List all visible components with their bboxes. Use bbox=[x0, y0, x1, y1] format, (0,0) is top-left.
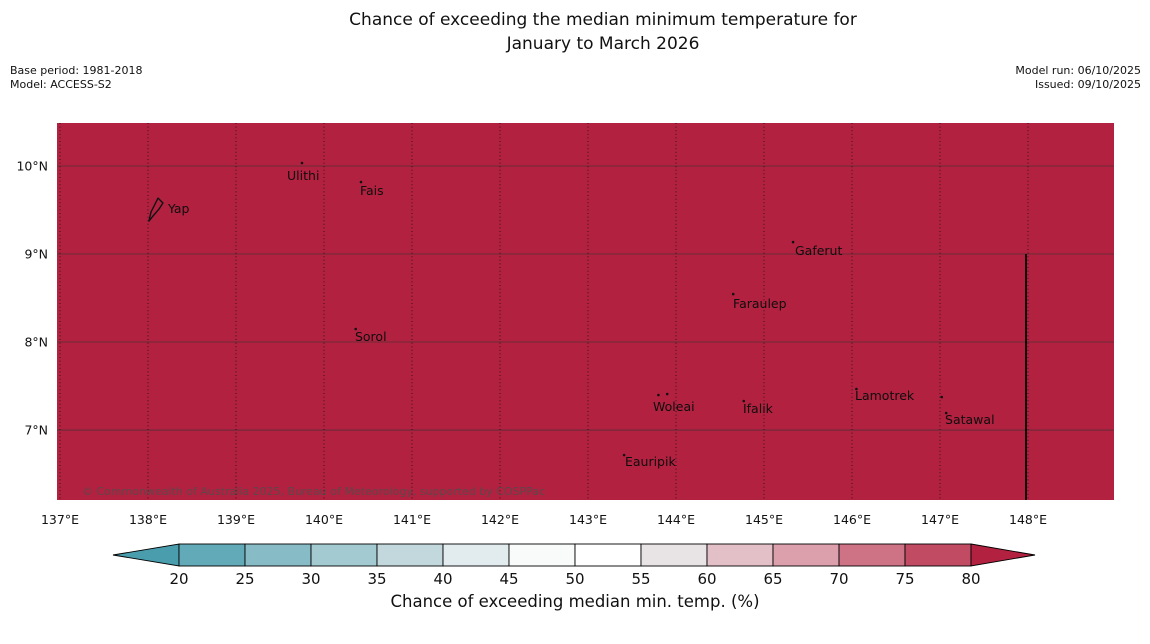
colorbar-tick-label: 80 bbox=[961, 570, 980, 588]
issued-text: Issued: 09/10/2025 bbox=[1034, 77, 1141, 91]
colorbar-under-arrow bbox=[112, 543, 180, 567]
x-axis-tick-label: 140°E bbox=[305, 512, 343, 527]
place-label: Ulithi bbox=[287, 168, 319, 183]
colorbar-tick-label: 60 bbox=[697, 570, 716, 588]
y-axis-tick-label: 8°N bbox=[24, 335, 48, 350]
island-dot bbox=[731, 292, 735, 296]
run-info-left: Base period: 1981-2018 Model: ACCESS-S2 bbox=[10, 64, 142, 91]
x-axis-tick-label: 138°E bbox=[129, 512, 167, 527]
x-axis-tick-label: 141°E bbox=[393, 512, 431, 527]
island-dot bbox=[354, 327, 357, 331]
title-line-1: Chance of exceeding the median minimum t… bbox=[349, 10, 857, 30]
colorbar-tick-label: 55 bbox=[631, 570, 650, 588]
place-label: Faraulep bbox=[733, 296, 787, 311]
x-axis-tick-label: 145°E bbox=[745, 512, 783, 527]
place-label: Fais bbox=[360, 183, 384, 198]
x-axis-tick-label: 139°E bbox=[217, 512, 255, 527]
place-label: Gaferut bbox=[795, 243, 842, 258]
page-title: Chance of exceeding the median minimum t… bbox=[56, 8, 1150, 56]
island-dot bbox=[657, 393, 660, 397]
colorbar-over-arrow bbox=[970, 543, 1036, 567]
y-axis-tick-label: 7°N bbox=[24, 423, 48, 438]
island-dot bbox=[940, 395, 944, 399]
x-axis-tick-label: 146°E bbox=[833, 512, 871, 527]
island-dot bbox=[944, 411, 948, 415]
x-axis-tick-label: 143°E bbox=[569, 512, 607, 527]
colorbar-tick-label: 25 bbox=[235, 570, 254, 588]
y-axis-tick-label: 10°N bbox=[16, 159, 48, 174]
colorbar-tick-label: 65 bbox=[763, 570, 782, 588]
colorbar-segment bbox=[772, 543, 840, 567]
colorbar-tick-label: 40 bbox=[433, 570, 452, 588]
x-axis-tick-label: 144°E bbox=[657, 512, 695, 527]
colorbar-segment bbox=[310, 543, 378, 567]
place-label: Eauripik bbox=[625, 454, 676, 469]
run-info-right: Model run: 06/10/2025 Issued: 09/10/2025 bbox=[1015, 64, 1141, 91]
copyright-text: © Commonwealth of Australia 2025, Bureau… bbox=[82, 485, 545, 498]
colorbar-tick-label: 45 bbox=[499, 570, 518, 588]
island-dot bbox=[622, 453, 626, 457]
colorbar-segment bbox=[574, 543, 642, 567]
place-label: Satawal bbox=[945, 412, 995, 427]
place-label: Ifalik bbox=[743, 401, 774, 416]
base-period-text: Base period: 1981-2018 bbox=[10, 64, 143, 77]
title-line-2: January to March 2026 bbox=[506, 34, 700, 54]
colorbar-segment bbox=[376, 543, 444, 567]
island-dot bbox=[665, 392, 669, 396]
island-dot bbox=[742, 399, 746, 403]
colorbar-tick-label: 35 bbox=[367, 570, 386, 588]
x-axis-tick-label: 142°E bbox=[481, 512, 519, 527]
island-dot bbox=[300, 161, 304, 165]
yap-island-outline bbox=[148, 197, 164, 222]
place-label: Woleai bbox=[653, 399, 695, 414]
island-dot bbox=[359, 180, 363, 184]
colorbar-tick-label: 75 bbox=[895, 570, 914, 588]
map-region bbox=[57, 123, 1114, 500]
colorbar-segment bbox=[244, 543, 312, 567]
colorbar-segment bbox=[706, 543, 774, 567]
colorbar-label: Chance of exceeding median min. temp. (%… bbox=[390, 592, 760, 611]
colorbar-segment bbox=[508, 543, 576, 567]
x-axis-tick-label: 147°E bbox=[921, 512, 959, 527]
y-axis-tick-label: 9°N bbox=[24, 247, 48, 262]
model-run-text: Model run: 06/10/2025 bbox=[1015, 64, 1141, 77]
x-axis-tick-label: 137°E bbox=[41, 512, 79, 527]
colorbar-tick-label: 20 bbox=[169, 570, 188, 588]
model-text: Model: ACCESS-S2 bbox=[10, 77, 112, 91]
place-label: Lamotrek bbox=[855, 388, 915, 403]
colorbar-segment bbox=[838, 543, 906, 567]
island-dot bbox=[855, 387, 858, 391]
colorbar-segment bbox=[640, 543, 708, 567]
colorbar-segment bbox=[178, 543, 246, 567]
colorbar-tick-label: 50 bbox=[565, 570, 584, 588]
colorbar-segment bbox=[442, 543, 510, 567]
x-axis-tick-label: 148°E bbox=[1009, 512, 1047, 527]
place-label: Sorol bbox=[355, 329, 387, 344]
island-dot bbox=[791, 240, 795, 244]
place-label: Yap bbox=[167, 201, 190, 216]
colorbar-tick-label: 30 bbox=[301, 570, 320, 588]
colorbar-tick-label: 70 bbox=[829, 570, 848, 588]
colorbar-segment bbox=[904, 543, 972, 567]
